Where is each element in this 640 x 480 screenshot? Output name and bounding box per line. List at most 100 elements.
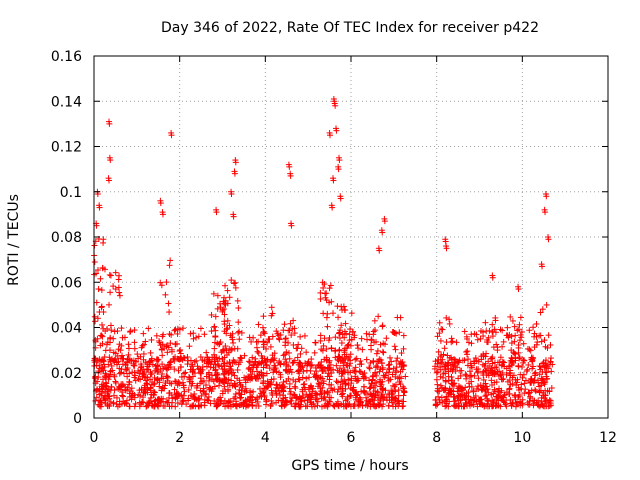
- data-point: [308, 362, 315, 369]
- data-point: [110, 283, 117, 290]
- data-point: [178, 391, 185, 398]
- data-point: [442, 403, 449, 410]
- data-point: [314, 402, 321, 409]
- data-point: [506, 362, 513, 369]
- data-point: [532, 388, 539, 395]
- data-point: [252, 355, 259, 362]
- data-point: [465, 339, 472, 346]
- data-point: [236, 379, 243, 386]
- data-point: [527, 378, 534, 385]
- data-point: [378, 360, 385, 367]
- data-point: [139, 398, 146, 405]
- data-point: [542, 392, 549, 399]
- data-point: [159, 384, 166, 391]
- data-point: [373, 362, 380, 369]
- data-point: [263, 370, 270, 377]
- data-point: [323, 356, 330, 363]
- data-point: [105, 177, 112, 184]
- data-point: [485, 358, 492, 365]
- data-point: [107, 272, 114, 279]
- data-point: [96, 356, 103, 363]
- data-point: [347, 360, 354, 367]
- data-point: [327, 385, 334, 392]
- data-point: [379, 229, 386, 236]
- data-point: [434, 381, 441, 388]
- data-point: [542, 209, 549, 216]
- data-point: [237, 395, 244, 402]
- data-point: [341, 349, 348, 356]
- data-point: [443, 245, 450, 252]
- data-point: [496, 368, 503, 375]
- data-point: [492, 329, 499, 336]
- data-point: [338, 303, 345, 310]
- data-point: [91, 313, 98, 320]
- data-point: [354, 342, 361, 349]
- data-point: [311, 349, 318, 356]
- data-point: [345, 341, 352, 348]
- data-point: [485, 339, 492, 346]
- data-point: [433, 369, 440, 376]
- data-point: [193, 382, 200, 389]
- data-point: [249, 394, 256, 401]
- data-point: [388, 397, 395, 404]
- data-point: [529, 358, 536, 365]
- data-point: [208, 311, 215, 318]
- data-point: [374, 389, 381, 396]
- data-point: [512, 376, 519, 383]
- data-point: [441, 345, 448, 352]
- data-point: [318, 364, 325, 371]
- data-point: [260, 313, 267, 320]
- data-point: [339, 390, 346, 397]
- data-point: [436, 319, 443, 326]
- data-point: [287, 397, 294, 404]
- data-point: [503, 389, 510, 396]
- data-point: [363, 356, 370, 363]
- data-point: [193, 357, 200, 364]
- data-point: [335, 166, 342, 173]
- data-point: [506, 385, 513, 392]
- data-point: [222, 343, 229, 350]
- data-point: [264, 356, 271, 363]
- data-point: [351, 401, 358, 408]
- data-point: [157, 342, 164, 349]
- data-point: [437, 382, 444, 389]
- data-point: [181, 388, 188, 395]
- data-point: [110, 357, 117, 364]
- data-point: [97, 397, 104, 404]
- data-point: [539, 306, 546, 313]
- data-point: [221, 366, 228, 373]
- data-point: [520, 356, 527, 363]
- data-point: [98, 390, 105, 397]
- data-point: [339, 331, 346, 338]
- data-point: [518, 363, 525, 370]
- data-point: [367, 342, 374, 349]
- data-point: [124, 397, 131, 404]
- data-point: [531, 397, 538, 404]
- data-point: [317, 289, 324, 296]
- data-point: [265, 380, 272, 387]
- y-tick-label: 0.08: [51, 230, 82, 246]
- x-tick-label: 2: [175, 430, 184, 446]
- data-point: [181, 355, 188, 362]
- data-point: [212, 361, 219, 368]
- data-point: [505, 334, 512, 341]
- data-point: [253, 395, 260, 402]
- data-point: [290, 317, 297, 324]
- data-point: [219, 379, 226, 386]
- data-point: [484, 400, 491, 407]
- data-point: [116, 341, 123, 348]
- data-point: [255, 349, 262, 356]
- data-point: [387, 354, 394, 361]
- data-point: [119, 392, 126, 399]
- data-point: [495, 397, 502, 404]
- data-point: [99, 340, 106, 347]
- data-point: [92, 397, 99, 404]
- data-point: [115, 284, 122, 291]
- x-tick-label: 6: [347, 430, 356, 446]
- data-point: [507, 313, 514, 320]
- data-point: [366, 385, 373, 392]
- data-point: [480, 351, 487, 358]
- data-point: [463, 348, 470, 355]
- data-point: [122, 366, 129, 373]
- data-point: [185, 386, 192, 393]
